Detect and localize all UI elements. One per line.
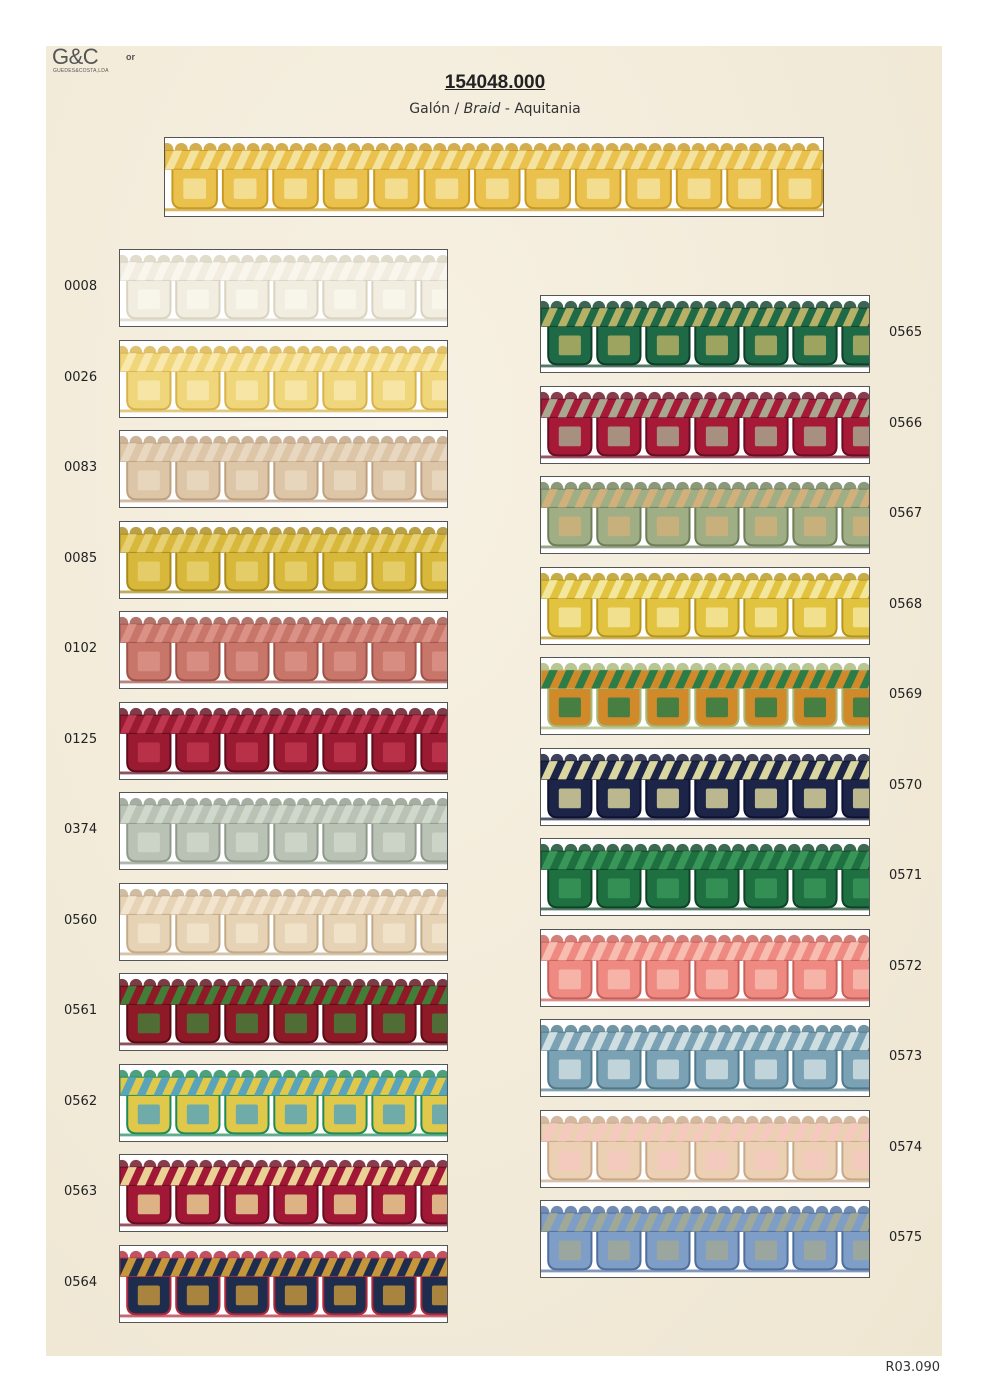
hero-braid-image xyxy=(164,137,824,217)
color-code-0564: 0564 xyxy=(64,1274,98,1290)
page-reference: R03.090 xyxy=(885,1360,940,1375)
braid-swatch-0026 xyxy=(119,339,448,418)
braid-swatch-0563 xyxy=(119,1154,448,1232)
color-code-0374: 0374 xyxy=(64,822,98,837)
braid-swatch-0564 xyxy=(119,1244,448,1323)
color-code-0125: 0125 xyxy=(64,731,98,747)
color-code-0560: 0560 xyxy=(64,912,98,928)
braid-illustration xyxy=(120,1064,447,1141)
color-code-0562: 0562 xyxy=(64,1093,98,1109)
braid-illustration xyxy=(120,702,447,779)
logo-company-name: GUEDES&COSTA,LDA xyxy=(53,68,109,74)
braid-illustration xyxy=(541,567,869,644)
braid-illustration xyxy=(120,612,447,688)
color-code-0566: 0566 xyxy=(889,415,923,431)
color-code-0575: 0575 xyxy=(889,1230,923,1245)
color-code-0565: 0565 xyxy=(889,325,923,340)
subtitle-part-braid: Braid xyxy=(463,101,501,117)
color-code-0561: 0561 xyxy=(64,1003,98,1018)
braid-illustration xyxy=(541,839,869,915)
braid-swatch-0568 xyxy=(540,566,870,645)
braid-swatch-0085 xyxy=(119,520,448,599)
braid-illustration xyxy=(120,883,447,960)
braid-illustration xyxy=(120,1245,447,1322)
braid-illustration xyxy=(541,929,869,1006)
braid-illustration xyxy=(120,521,447,598)
braid-swatch-0575 xyxy=(540,1200,870,1278)
braid-illustration xyxy=(541,477,869,553)
braid-swatch-0125 xyxy=(119,701,448,780)
product-subtitle: Galón / Braid - Aquitania xyxy=(0,101,990,117)
subtitle-part-galon: Galón / xyxy=(409,101,464,117)
color-code-0572: 0572 xyxy=(889,958,923,974)
braid-illustration xyxy=(120,793,447,869)
braid-swatch-0569 xyxy=(540,657,870,735)
brand-logo: G&C or GUEDES&COSTA,LDA xyxy=(52,46,142,76)
product-reference: 154048.000 xyxy=(444,72,546,93)
color-code-0574: 0574 xyxy=(889,1139,923,1155)
braid-illustration xyxy=(541,1110,869,1187)
braid-swatch-0374 xyxy=(119,792,448,870)
braid-swatch-0571 xyxy=(540,838,870,916)
color-code-0570: 0570 xyxy=(889,777,923,793)
color-code-0563: 0563 xyxy=(64,1184,98,1199)
braid-swatch-0561 xyxy=(119,973,448,1051)
subtitle-part-collection: - Aquitania xyxy=(500,101,581,117)
braid-swatch-0566 xyxy=(540,385,870,464)
braid-swatch-0008 xyxy=(119,249,448,327)
color-code-0571: 0571 xyxy=(889,868,923,883)
color-code-0008: 0008 xyxy=(64,279,98,294)
logo-mark: G&C xyxy=(52,44,99,69)
braid-illustration xyxy=(120,431,447,507)
logo-superscript: or xyxy=(126,52,135,62)
braid-swatch-0572 xyxy=(540,928,870,1007)
color-code-0083: 0083 xyxy=(64,460,98,475)
braid-illustration xyxy=(541,1201,869,1277)
braid-swatch-0083 xyxy=(119,430,448,508)
color-code-0102: 0102 xyxy=(64,641,98,656)
braid-illustration xyxy=(541,658,869,734)
color-code-0569: 0569 xyxy=(889,687,923,702)
braid-illustration xyxy=(165,138,823,216)
braid-illustration xyxy=(120,1155,447,1231)
braid-swatch-0574 xyxy=(540,1109,870,1188)
color-code-0085: 0085 xyxy=(64,550,98,566)
braid-illustration xyxy=(541,1020,869,1096)
braid-illustration xyxy=(541,748,869,825)
color-code-0026: 0026 xyxy=(64,369,98,385)
color-code-0568: 0568 xyxy=(889,596,923,612)
braid-swatch-0565 xyxy=(540,295,870,373)
braid-illustration xyxy=(541,386,869,463)
braid-swatch-0570 xyxy=(540,747,870,826)
braid-illustration xyxy=(120,250,447,326)
braid-swatch-0567 xyxy=(540,476,870,554)
braid-swatch-0562 xyxy=(119,1063,448,1142)
braid-illustration xyxy=(541,296,869,372)
braid-swatch-0573 xyxy=(540,1019,870,1097)
braid-illustration xyxy=(120,974,447,1050)
braid-swatch-0560 xyxy=(119,882,448,961)
braid-swatch-0102 xyxy=(119,611,448,689)
color-code-0573: 0573 xyxy=(889,1049,923,1064)
braid-illustration xyxy=(120,340,447,417)
color-code-0567: 0567 xyxy=(889,506,923,521)
